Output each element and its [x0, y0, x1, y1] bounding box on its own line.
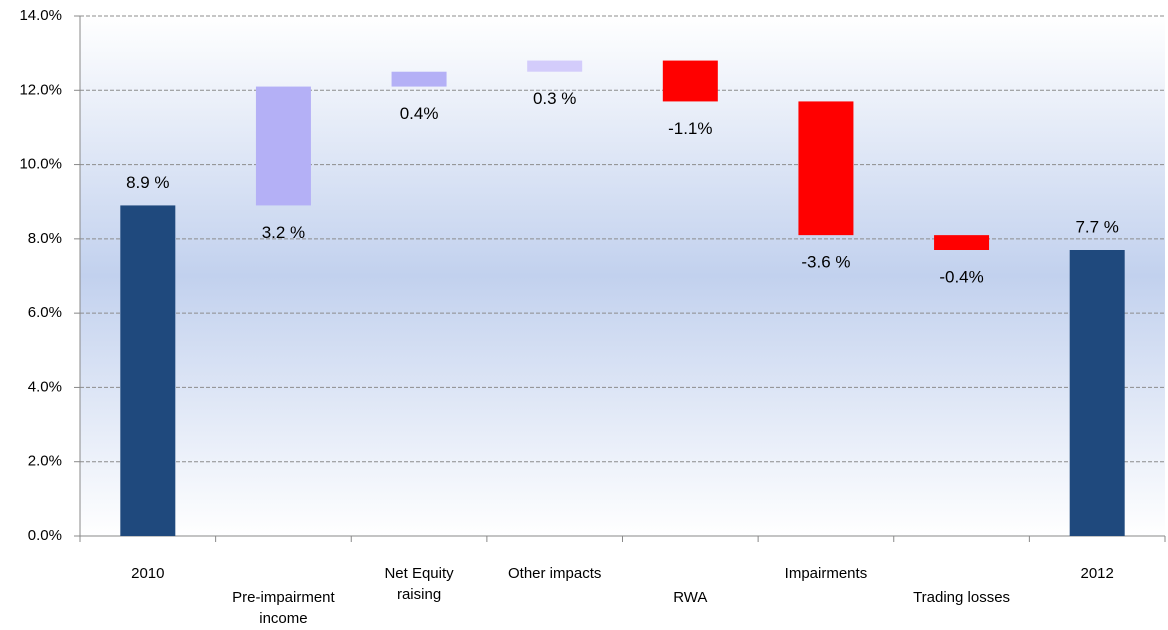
plot-background: [80, 16, 1165, 536]
data-label: 7.7 %: [1075, 217, 1118, 236]
data-label: 3.2 %: [262, 223, 305, 242]
y-tick-label: 12.0%: [19, 81, 62, 98]
bar: [391, 71, 447, 87]
y-tick-label: 4.0%: [28, 378, 62, 395]
data-label: 0.3 %: [533, 89, 576, 108]
bar: [527, 60, 583, 72]
bar: [120, 205, 176, 536]
bar: [798, 101, 854, 236]
x-tick-label: RWA: [673, 589, 708, 606]
x-tick-label: Other impacts: [508, 565, 602, 582]
x-tick-label: Trading losses: [913, 589, 1011, 606]
x-tick-label: 2012: [1080, 565, 1114, 582]
data-label: 0.4%: [400, 104, 439, 123]
y-tick-label: 10.0%: [19, 156, 62, 173]
bar: [662, 60, 718, 102]
x-tick-label: Pre-impairment income: [232, 589, 335, 627]
data-label: -3.6 %: [801, 253, 850, 272]
data-label: -0.4%: [939, 267, 983, 286]
x-tick-label: Impairments: [784, 565, 868, 582]
bar: [934, 235, 990, 250]
x-tick-label: 2010: [131, 565, 165, 582]
bar: [1069, 250, 1125, 536]
y-tick-label: 2.0%: [28, 453, 62, 470]
y-tick-label: 0.0%: [28, 527, 62, 544]
y-tick-label: 8.0%: [28, 230, 62, 247]
bar: [255, 86, 311, 206]
x-tick-label: Net Equity raising: [384, 565, 454, 603]
y-tick-label: 14.0%: [19, 7, 62, 24]
y-tick-label: 6.0%: [28, 304, 62, 321]
data-label: 8.9 %: [126, 173, 169, 192]
data-label: -1.1%: [668, 119, 712, 138]
